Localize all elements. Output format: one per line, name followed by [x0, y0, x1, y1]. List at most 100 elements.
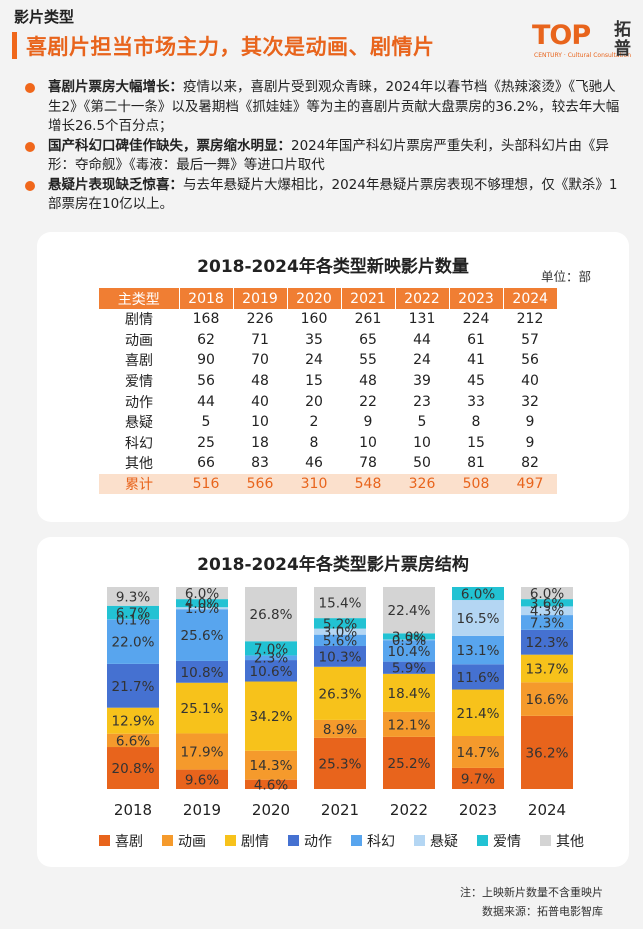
bullet-lead: 国产科幻口碑佳作缺失，票房缩水明显： — [48, 137, 291, 154]
table-cell: 24 — [305, 352, 323, 369]
chart-data-label: 16.5% — [457, 611, 500, 627]
table-cell: 40 — [521, 373, 539, 390]
table-cell: 44 — [197, 393, 215, 410]
chart-bar-segment — [452, 736, 504, 768]
chart-bar-segment — [521, 615, 573, 630]
table-row-label: 悬疑 — [125, 415, 153, 432]
table-cell: 56 — [521, 352, 539, 369]
table-row-label: 累计 — [99, 473, 179, 495]
chart-data-label: 25.6% — [181, 628, 224, 644]
chart-bar-segment — [176, 733, 228, 770]
chart-data-label: 6.0% — [461, 587, 495, 603]
chart-bar-segment — [452, 587, 504, 601]
chart-bar-segment — [176, 607, 228, 610]
table-cell: 81 — [467, 455, 485, 472]
chart-bar-segment — [176, 769, 228, 789]
chart-bar-segment — [314, 737, 366, 789]
chart-data-label: 12.1% — [388, 717, 431, 733]
chart-data-label: 7.3% — [530, 615, 564, 631]
legend-label: 动画 — [178, 834, 206, 850]
table-row-label: 其他 — [125, 456, 153, 473]
chart-bar-segment — [383, 661, 435, 674]
table-cell: 9 — [363, 414, 373, 431]
bullet-text: 疫情以来，喜剧片受到观众青睐，2024年以春节档《热辣滚烫》《飞驰人生2》《第二… — [48, 79, 620, 134]
table-row-label: 喜剧 — [125, 353, 153, 370]
chart-bar-segment — [245, 641, 297, 656]
table-cell: 45 — [467, 373, 485, 390]
table-cell: 261 — [354, 311, 382, 328]
legend-swatch — [99, 835, 110, 846]
legend-swatch — [288, 835, 299, 846]
chart-data-label: 4.0% — [185, 596, 219, 612]
chart-bar-segment — [383, 711, 435, 737]
bullet-text: 2024年国产科幻片票房严重失利，头部科幻片由《异形：夺命舰》《毒液：最后一舞》… — [48, 137, 609, 174]
chart-bar-segment — [107, 707, 159, 734]
table-title: 2018-2024年各类型新映影片数量 — [197, 257, 469, 277]
chart-bar-segment — [521, 682, 573, 716]
table-header-year: 2018 — [178, 288, 233, 309]
chart-data-label: 9.3% — [116, 589, 150, 605]
chart-data-label: 16.6% — [526, 692, 569, 708]
box-office-structure-chart: 2018-2024年各类型影片票房结构 20.8% 6.6% 12.9% 21.7% 22… — [99, 554, 584, 850]
table-cell: 71 — [251, 331, 269, 348]
chart-data-label: 36.2% — [526, 745, 569, 761]
chart-data-label: 9.7% — [461, 771, 495, 787]
table-header-year: 2020 — [286, 288, 341, 309]
chart-bar-segment — [314, 618, 366, 629]
chart-data-label: 25.1% — [181, 701, 224, 717]
table-cell: 310 — [287, 473, 341, 495]
chart-bar-segment — [176, 660, 228, 683]
chart-data-label: 26.8% — [250, 607, 293, 623]
table-row: 爱情 56 48 15 48 39 45 40 — [99, 371, 557, 392]
chart-bar-segment — [245, 660, 297, 682]
section-label: 影片类型 — [14, 8, 75, 26]
table-cell: 40 — [251, 393, 269, 410]
film-count-table: 主类型 2018 2019 2020 2021 2022 2023 2024 剧情 168 226… — [99, 288, 557, 495]
chart-bar-segment — [107, 733, 159, 748]
legend-swatch — [477, 835, 488, 846]
table-cell: 5 — [201, 414, 211, 431]
bullet-dot — [25, 83, 35, 93]
table-cell: 15 — [467, 434, 485, 451]
table-cell: 226 — [246, 311, 274, 328]
chart-data-label: 22.4% — [388, 603, 431, 619]
table-row: 喜剧 90 70 24 55 24 41 56 — [99, 350, 557, 371]
chart-data-label: 25.3% — [319, 756, 362, 772]
bullet-lead: 悬疑片表现缺乏惊喜： — [48, 176, 183, 193]
table-cell: 10 — [413, 434, 431, 451]
legend-swatch — [540, 835, 551, 846]
footnote: 注：上映新片数量不含重映片 — [460, 886, 603, 899]
bullet-item: 喜剧片票房大幅增长：疫情以来，喜剧片受到观众青睐，2024年以春节档《热辣滚烫》… — [25, 78, 628, 137]
legend-label: 剧情 — [241, 834, 269, 850]
chart-bar-segment — [521, 629, 573, 655]
chart-bar-segment — [521, 587, 573, 600]
chart-data-label: 13.7% — [526, 662, 569, 678]
table-cell: 566 — [233, 473, 287, 495]
chart-x-tick-label: 2024 — [528, 801, 566, 819]
table-cell: 61 — [467, 331, 485, 348]
chart-bar-segment — [245, 681, 297, 751]
table-cell: 10 — [359, 434, 377, 451]
chart-data-label: 14.7% — [457, 745, 500, 761]
chart-data-label: 12.9% — [112, 714, 155, 730]
chart-data-label: 14.3% — [250, 758, 293, 774]
table-cell: 62 — [197, 331, 215, 348]
chart-bar-segment — [176, 609, 228, 661]
chart-bar-segment — [452, 635, 504, 665]
page-header: 影片类型 喜剧片担当市场主力，其次是动画、剧情片 TOP CENTURY · C… — [0, 0, 643, 70]
table-cell: 2 — [309, 414, 319, 431]
chart-data-label: 8.9% — [323, 722, 357, 738]
chart-bar-segment — [245, 587, 297, 642]
chart-bar-segment — [383, 640, 435, 662]
chart-bar-segment — [314, 628, 366, 635]
chart-data-label: 6.7% — [116, 606, 150, 622]
chart-data-label: 10.6% — [250, 664, 293, 680]
chart-data-label: 6.0% — [530, 586, 564, 602]
bullet-item: 悬疑片表现缺乏惊喜：与去年悬疑片大爆相比，2024年悬疑片票房表现不够理想，仅《… — [25, 176, 628, 215]
legend-swatch — [225, 835, 236, 846]
legend-label: 其他 — [556, 834, 584, 850]
table-cell: 57 — [521, 331, 539, 348]
table-cell: 48 — [359, 373, 377, 390]
table-cell: 508 — [449, 473, 503, 495]
chart-bar-segment — [452, 767, 504, 789]
